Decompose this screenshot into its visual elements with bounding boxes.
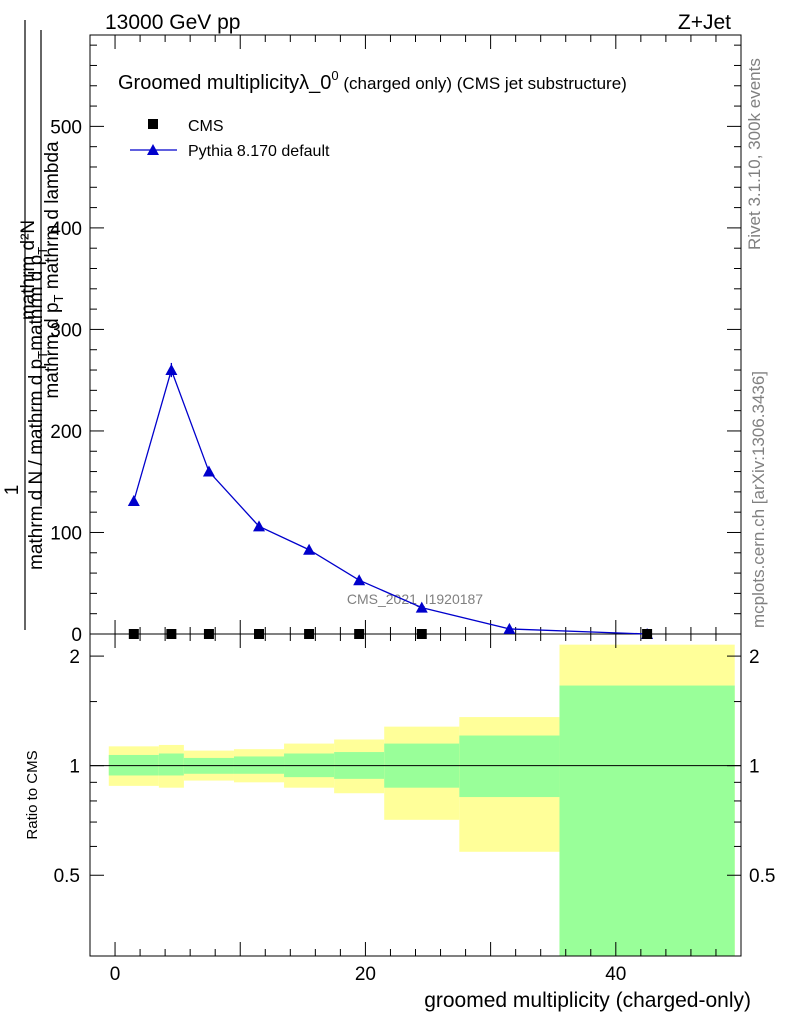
plot-title-sup: 0 bbox=[331, 68, 338, 83]
cms-point bbox=[354, 629, 365, 639]
cms-point bbox=[304, 629, 315, 639]
main-ytick-label: 300 bbox=[50, 320, 82, 341]
ratio-xtick-label: 0 bbox=[110, 964, 121, 985]
cms-point bbox=[203, 629, 214, 639]
legend-mc-label: Pythia 8.170 default bbox=[188, 143, 330, 160]
ratio-axis-ticks: 0.5 0.51 12 20 20 40 bbox=[54, 634, 775, 985]
main-ylabel: mathrm d²N mathrm d pT mathrm d lambda 1… bbox=[2, 20, 66, 630]
main-ytick-label: 400 bbox=[50, 219, 82, 240]
ylabel-factor-num: 1 bbox=[2, 485, 23, 496]
mc-point bbox=[503, 622, 516, 634]
plot-title-main: Groomed multiplicityλ_0 bbox=[118, 72, 331, 94]
ratio-band-inner bbox=[158, 753, 184, 776]
main-axis-ticks: 0 100 200 300 400 500 bbox=[50, 35, 742, 646]
header-right: Z+Jet bbox=[678, 11, 731, 34]
main-ytick-label: 200 bbox=[50, 422, 82, 443]
mc-point bbox=[353, 574, 366, 586]
ylabel-factor-den-tail: mathrm d p bbox=[26, 255, 47, 351]
legend-cms-marker bbox=[148, 119, 158, 129]
mc-point bbox=[253, 520, 266, 532]
ratio-ylabel: Ratio to CMS bbox=[24, 750, 41, 839]
xlabel: groomed multiplicity (charged-only) bbox=[424, 989, 751, 1012]
mc-point bbox=[165, 364, 178, 376]
main-ytick-label: 100 bbox=[50, 523, 82, 544]
cms-point bbox=[254, 629, 265, 639]
ylabel-num: mathrm d²N bbox=[18, 220, 39, 320]
cms-point bbox=[416, 629, 427, 639]
mc-point bbox=[202, 465, 215, 477]
legend-cms-label: CMS bbox=[188, 118, 224, 135]
ylabel-den-tail: mathrm d lambda bbox=[42, 141, 63, 295]
mc-point bbox=[127, 495, 140, 507]
ratio-ytick-label-right: 0.5 bbox=[749, 866, 775, 887]
mc-series-line bbox=[133, 367, 648, 635]
ratio-ytick-label-left: 2 bbox=[69, 647, 80, 668]
ylabel-factor-den: mathrm d N / mathrm d pTmathrm d pT bbox=[26, 247, 50, 570]
mcplots-label: mcplots.cern.ch [arXiv:1306.3436] bbox=[749, 371, 768, 628]
ratio-ytick-label-right: 2 bbox=[749, 647, 760, 668]
ylabel-den-sub: T bbox=[51, 294, 66, 302]
cms-point bbox=[166, 629, 177, 639]
ylabel-factor-den-sub: T bbox=[35, 351, 50, 359]
ratio-xtick-label: 20 bbox=[355, 964, 376, 985]
ratio-bands bbox=[90, 644, 741, 956]
main-ytick-label: 500 bbox=[50, 117, 82, 138]
ylabel-den-main: mathrm d p bbox=[42, 302, 63, 398]
ylabel-factor-den-main: mathrm d N / mathrm d p bbox=[26, 359, 47, 570]
main-ytick-label: 0 bbox=[71, 625, 82, 646]
watermark: CMS_2021_I1920187 bbox=[347, 591, 483, 607]
ratio-ytick-label-left: 1 bbox=[69, 757, 80, 778]
plot-title-tail: (charged only) (CMS jet substructure) bbox=[339, 74, 627, 93]
main-series bbox=[127, 362, 654, 639]
ylabel-den: mathrm d pT mathrm d lambda bbox=[42, 141, 66, 399]
ratio-band-inner bbox=[459, 735, 560, 798]
ratio-ytick-label-right: 1 bbox=[749, 757, 760, 778]
legend-mc-marker bbox=[147, 144, 159, 155]
mc-point bbox=[415, 601, 428, 613]
header-left: 13000 GeV pp bbox=[105, 11, 240, 34]
ratio-xtick-label: 40 bbox=[605, 964, 626, 985]
ylabel-factor-den-sub2: T bbox=[35, 247, 50, 255]
plot-title: Groomed multiplicityλ_00 (charged only) … bbox=[118, 68, 627, 94]
cms-point bbox=[642, 629, 653, 639]
rivet-label: Rivet 3.1.10, 300k events bbox=[745, 58, 764, 250]
cms-point bbox=[128, 629, 139, 639]
ratio-band-inner bbox=[559, 685, 735, 956]
ratio-ytick-label-left: 0.5 bbox=[54, 866, 80, 887]
ratio-band-inner bbox=[233, 756, 285, 774]
mc-point bbox=[303, 543, 316, 555]
